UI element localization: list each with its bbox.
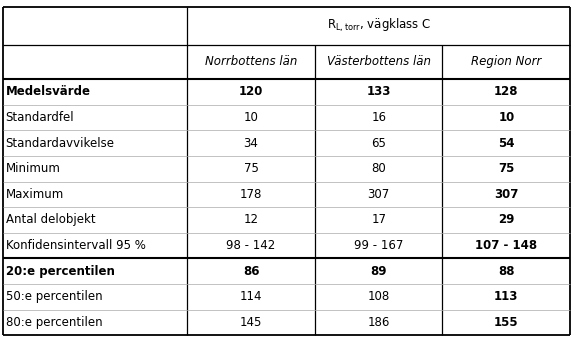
Text: 120: 120 (239, 86, 263, 98)
Text: 65: 65 (371, 136, 386, 149)
Text: Region Norr: Region Norr (471, 55, 541, 68)
Text: 29: 29 (498, 213, 515, 226)
Text: 114: 114 (240, 290, 262, 303)
Text: 16: 16 (371, 111, 386, 124)
Text: 75: 75 (244, 162, 258, 175)
Text: Standardfel: Standardfel (6, 111, 74, 124)
Text: 80: 80 (371, 162, 386, 175)
Text: 10: 10 (244, 111, 258, 124)
Text: 10: 10 (498, 111, 515, 124)
Text: 98 - 142: 98 - 142 (226, 239, 276, 252)
Text: 113: 113 (494, 290, 519, 303)
Text: 133: 133 (367, 86, 391, 98)
Text: 20:e percentilen: 20:e percentilen (6, 265, 115, 278)
Text: Norrbottens län: Norrbottens län (205, 55, 297, 68)
Text: Maximum: Maximum (6, 188, 64, 201)
Text: R$_{\mathrm{L,torr}}$, vägklass C: R$_{\mathrm{L,torr}}$, vägklass C (327, 17, 431, 34)
Text: 307: 307 (494, 188, 519, 201)
Text: 54: 54 (498, 136, 515, 149)
Text: 307: 307 (367, 188, 390, 201)
Text: 108: 108 (367, 290, 390, 303)
Text: 107 - 148: 107 - 148 (475, 239, 537, 252)
Text: 145: 145 (240, 316, 262, 329)
Text: 12: 12 (244, 213, 258, 226)
Text: 50:e percentilen: 50:e percentilen (6, 290, 103, 303)
Text: 75: 75 (498, 162, 515, 175)
Text: 17: 17 (371, 213, 386, 226)
Text: Konfidensintervall 95 %: Konfidensintervall 95 % (6, 239, 146, 252)
Text: Minimum: Minimum (6, 162, 61, 175)
Text: 155: 155 (494, 316, 519, 329)
Text: Antal delobjekt: Antal delobjekt (6, 213, 95, 226)
Text: 86: 86 (243, 265, 260, 278)
Text: 80:e percentilen: 80:e percentilen (6, 316, 103, 329)
Text: Standardavvikelse: Standardavvikelse (6, 136, 115, 149)
Text: Medelsvärde: Medelsvärde (6, 86, 91, 98)
Text: 99 - 167: 99 - 167 (354, 239, 403, 252)
Text: Västerbottens län: Västerbottens län (327, 55, 431, 68)
Text: 89: 89 (370, 265, 387, 278)
Text: 128: 128 (494, 86, 519, 98)
Text: 178: 178 (240, 188, 262, 201)
Text: 186: 186 (367, 316, 390, 329)
Text: 88: 88 (498, 265, 515, 278)
Text: 34: 34 (244, 136, 258, 149)
